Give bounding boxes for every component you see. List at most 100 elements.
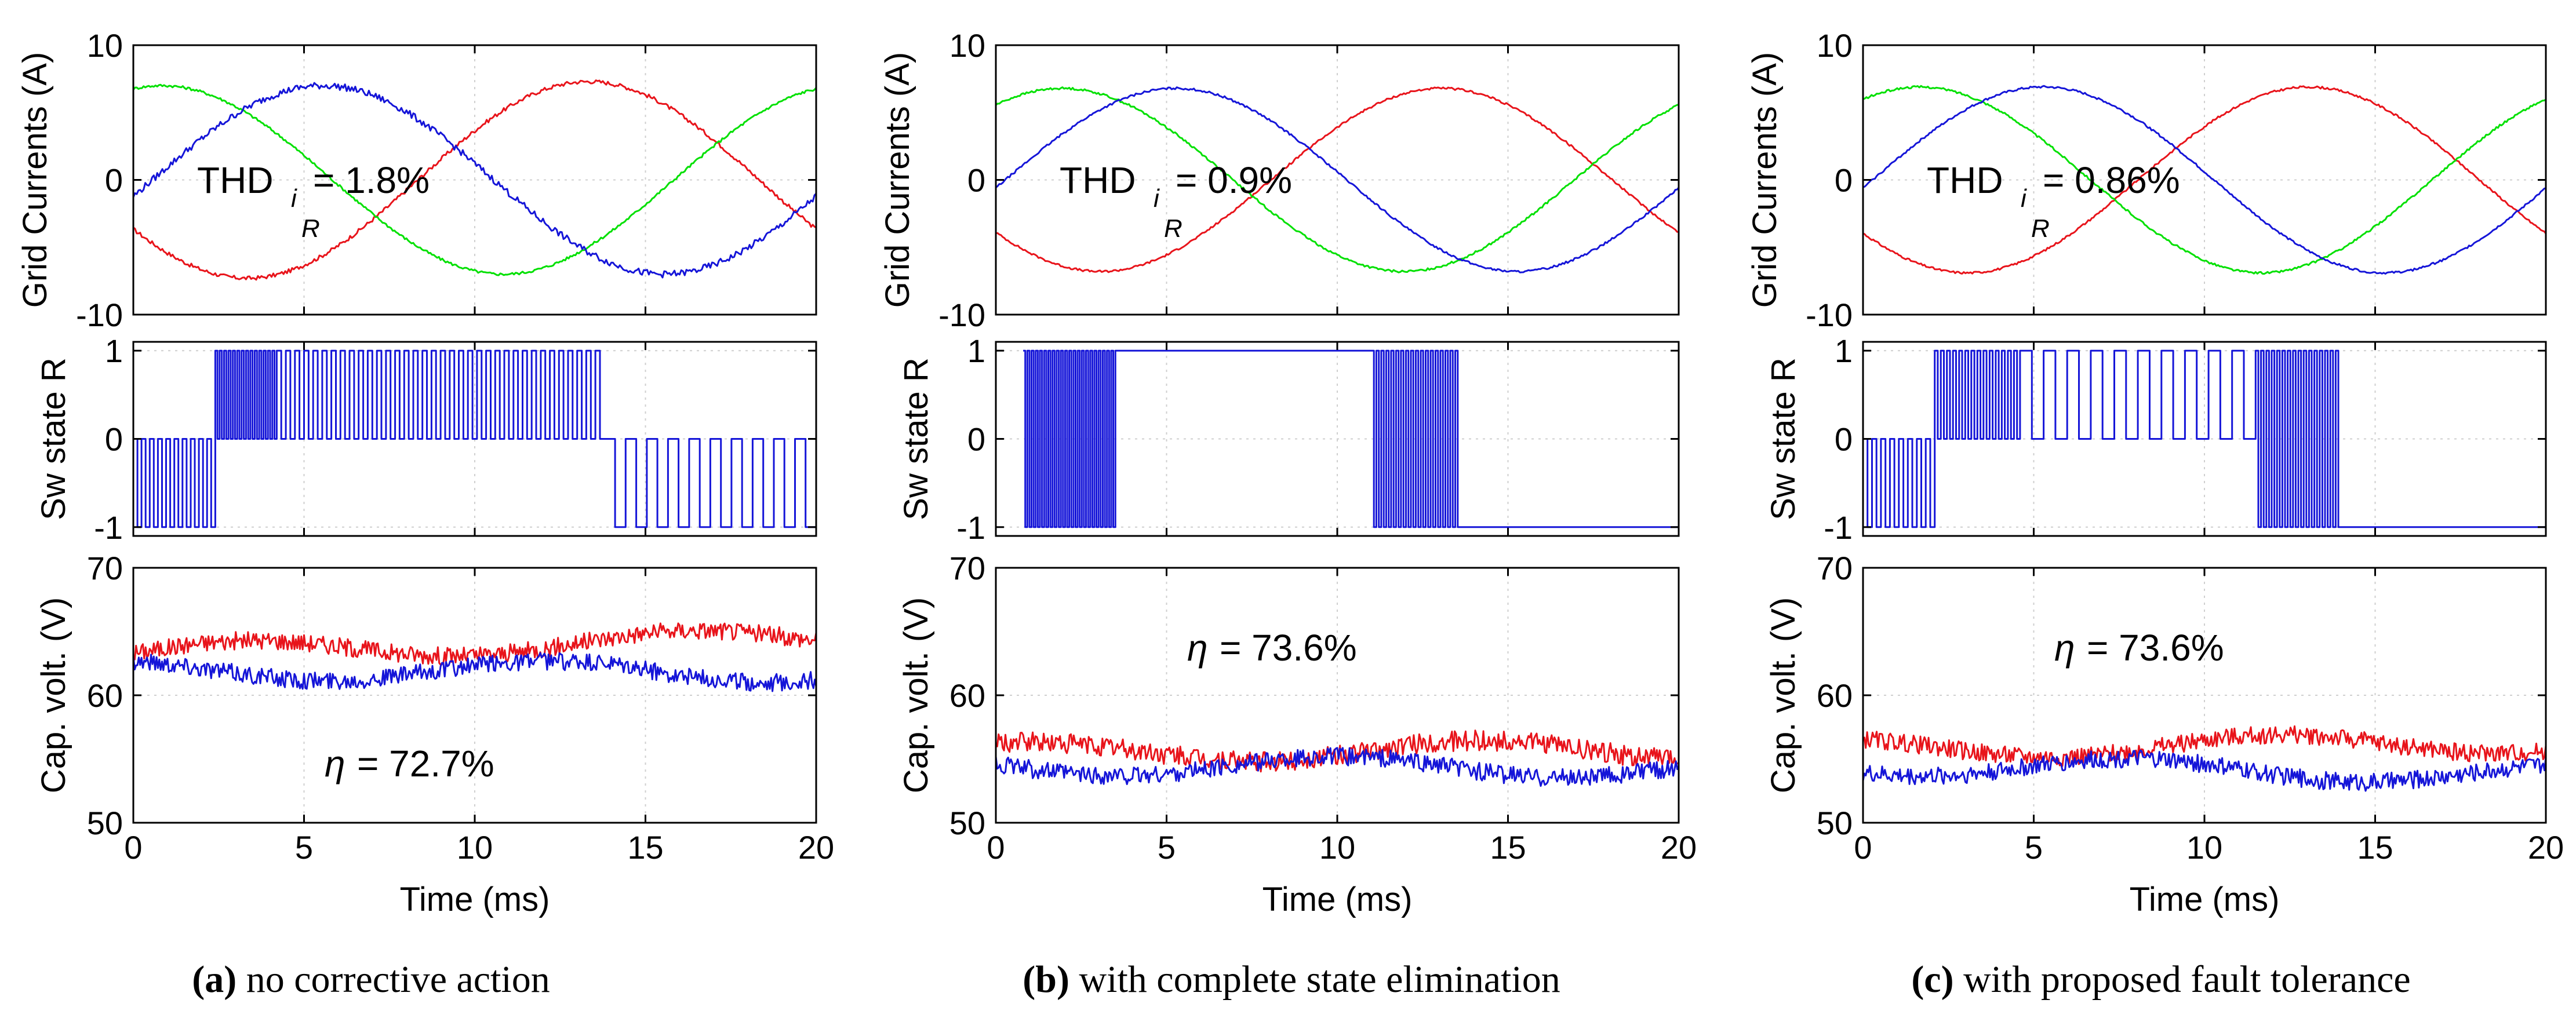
switch-state-subplot: 1 0 -1 Sw state R: [35, 333, 817, 546]
current-phase-t: [1862, 85, 2546, 275]
y-tick-label: 60: [87, 677, 123, 714]
switch-state-subplot: 1 0 -1 Sw state R: [1764, 333, 2547, 546]
thd-subscript-i: i: [291, 184, 297, 213]
y-tick-label: 1: [967, 333, 985, 369]
eta-value: = 72.7%: [357, 743, 494, 784]
currents-grid: [1863, 45, 2546, 315]
thd-value: = 0.9%: [1176, 159, 1292, 201]
cap-voltage-upper: [995, 729, 1679, 773]
caption-letter: (c): [1911, 958, 1953, 1001]
cap-voltage-lower: [995, 747, 1680, 787]
y-tick-label: 10: [949, 27, 985, 64]
x-tick-label: 10: [1319, 829, 1355, 866]
y-tick-label: 10: [87, 27, 123, 64]
caption-text: with proposed fault tolerance: [1954, 958, 2411, 1001]
x-tick-label: 5: [1158, 829, 1176, 866]
switch-state-subplot: 1 0 -1 Sw state R: [897, 333, 1680, 546]
y-tick-label: -10: [938, 297, 985, 333]
switch-ylabel: Sw state R: [897, 357, 935, 520]
caption-letter: (b): [1023, 958, 1069, 1001]
thd-value: = 0.86%: [2043, 159, 2180, 201]
y-tick-label: 60: [949, 677, 985, 714]
grid-currents-subplot: 10 0 -10 Grid Currents (A) THD iR = 1.8%: [16, 27, 817, 333]
switch-ylabel: Sw state R: [1764, 357, 1802, 520]
x-tick-label: 0: [124, 829, 142, 866]
y-tick-label: 50: [87, 805, 123, 841]
cap-voltage-subplot: 0 5 10 15 20 70 60 50 Cap. volt. (V) η = 73.6% Time…: [897, 550, 1697, 918]
current-phase-s: [1862, 85, 2546, 275]
cap-grid: [1863, 567, 2546, 823]
switching-state-trace: [133, 349, 816, 528]
cap-voltage-subplot: 0 5 10 15 20 70 60 50 Cap. volt. (V) η = 72.7% Time…: [35, 550, 834, 918]
x-tick-label: 0: [1854, 829, 1872, 866]
current-phase-t: [995, 86, 1680, 273]
current-phase-t: [132, 82, 817, 279]
current-phase-r: [133, 79, 817, 281]
y-tick-label: 1: [105, 333, 123, 369]
caption-letter: (a): [192, 958, 237, 1001]
y-tick-label: 50: [949, 805, 985, 841]
y-tick-label: 60: [1817, 677, 1853, 714]
eta-value: = 73.6%: [2087, 627, 2224, 669]
switching-state-trace: [1023, 349, 1679, 528]
thd-subscript-r: R: [1164, 214, 1183, 243]
y-tick-label: 1: [1835, 333, 1853, 369]
x-tick-label: 15: [627, 829, 663, 866]
currents-ylabel: Grid Currents (A): [879, 52, 916, 308]
x-tick-label: 0: [987, 829, 1005, 866]
x-axis-label: Time (ms): [2130, 881, 2280, 918]
x-tick-label: 10: [457, 829, 493, 866]
y-tick-label: 70: [1817, 550, 1853, 586]
eta-symbol: η: [2054, 627, 2075, 669]
thd-label: THD: [1060, 159, 1136, 201]
eta-symbol: η: [325, 743, 345, 784]
y-tick-label: -10: [76, 297, 123, 333]
y-tick-label: 70: [949, 550, 985, 586]
switch-ylabel: Sw state R: [35, 357, 72, 520]
thd-subscript-i: i: [1154, 184, 1160, 213]
y-tick-label: 0: [105, 421, 123, 458]
grid-currents-subplot: 10 0 -10 Grid Currents (A) THD iR = 0.86%: [1746, 27, 2547, 333]
cap-voltage-lower: [1862, 749, 2547, 792]
grid-currents-subplot: 10 0 -10 Grid Currents (A) THD iR = 0.9%: [879, 27, 1680, 333]
x-tick-label: 5: [295, 829, 313, 866]
panel-caption: (b) with complete state elimination: [1023, 958, 1560, 1001]
currents-ylabel: Grid Currents (A): [1746, 52, 1784, 308]
x-axis-label: Time (ms): [400, 881, 550, 918]
y-tick-label: 10: [1817, 27, 1853, 64]
caption-text: with complete state elimination: [1069, 958, 1560, 1001]
current-phase-r: [995, 86, 1679, 273]
x-tick-label: 20: [1661, 829, 1697, 866]
eta-value: = 73.6%: [1220, 627, 1357, 669]
thd-label: THD: [197, 159, 274, 201]
y-tick-label: -1: [1824, 509, 1853, 546]
switching-state-trace: [1863, 349, 2546, 528]
cap-ylabel: Cap. volt. (V): [897, 597, 935, 793]
x-tick-label: 20: [2528, 829, 2564, 866]
thd-subscript-r: R: [2031, 214, 2050, 243]
thd-value: = 1.8%: [313, 159, 430, 201]
thd-subscript-i: i: [2021, 184, 2027, 213]
current-phase-s: [132, 83, 817, 276]
caption-text: no corrective action: [237, 958, 550, 1001]
cap-grid: [996, 567, 1679, 823]
x-tick-label: 20: [798, 829, 834, 866]
y-tick-label: 0: [967, 421, 985, 458]
cap-ylabel: Cap. volt. (V): [35, 597, 72, 793]
cap-grid: [133, 567, 816, 823]
currents-ylabel: Grid Currents (A): [16, 52, 54, 308]
current-phase-r: [1862, 85, 2547, 275]
x-axis-label: Time (ms): [1262, 881, 1413, 918]
y-tick-label: 0: [105, 162, 123, 199]
x-tick-label: 15: [1490, 829, 1526, 866]
current-phase-s: [995, 86, 1679, 273]
y-tick-label: 50: [1817, 805, 1853, 841]
x-tick-label: 15: [2357, 829, 2393, 866]
x-tick-label: 10: [2186, 829, 2222, 866]
thd-label: THD: [1927, 159, 2003, 201]
thd-subscript-r: R: [301, 214, 320, 243]
